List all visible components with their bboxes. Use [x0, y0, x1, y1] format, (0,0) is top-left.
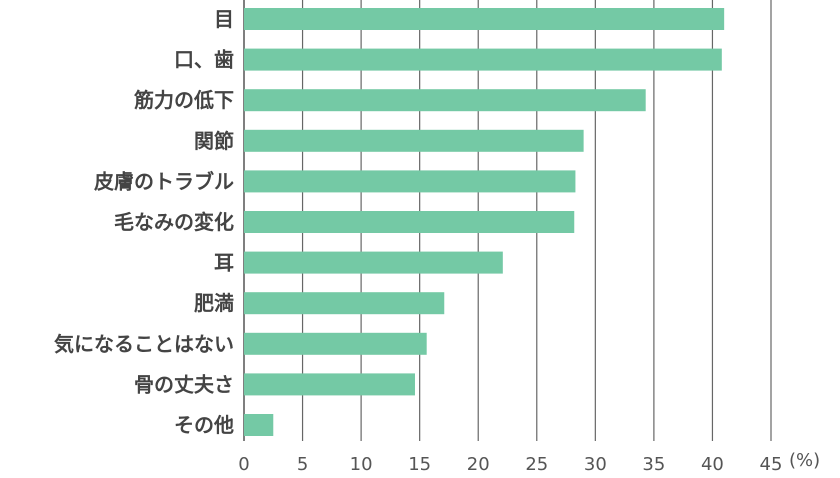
category-label: 皮膚のトラブル	[94, 169, 234, 193]
x-tick-label: 45	[760, 454, 783, 475]
category-label: 関節	[194, 129, 234, 153]
category-label: 毛なみの変化	[114, 210, 234, 234]
bar	[244, 332, 427, 355]
x-unit-label: (%)	[789, 450, 820, 471]
bar	[244, 373, 415, 396]
category-labels: 目口、歯筋力の低下関節皮膚のトラブル毛なみの変化耳肥満気になることはない骨の丈夫…	[54, 7, 234, 437]
bar	[244, 129, 584, 152]
category-label: 耳	[214, 251, 234, 275]
bar	[244, 8, 725, 30]
bar	[244, 170, 576, 193]
category-label: 口、歯	[174, 48, 234, 72]
bars	[244, 8, 725, 436]
bar	[244, 251, 503, 274]
x-tick-label: 40	[701, 454, 724, 475]
x-tick-label: 5	[297, 454, 308, 475]
x-tick-label: 0	[238, 454, 249, 475]
bar	[244, 48, 722, 71]
category-label: 肥満	[194, 291, 234, 315]
x-tick-label: 25	[525, 454, 548, 475]
x-tick-label: 15	[408, 454, 431, 475]
x-tick-labels: 0 5 10 15 20 25 30 35 40 45	[238, 454, 782, 475]
bar	[244, 414, 274, 436]
x-tick-label: 20	[467, 454, 490, 475]
x-tick-label: 10	[350, 454, 373, 475]
x-tick-label: 30	[584, 454, 607, 475]
category-label: その他	[174, 413, 234, 437]
bar	[244, 292, 445, 315]
category-label: 筋力の低下	[134, 88, 234, 112]
category-label: 気になることはない	[54, 332, 234, 356]
category-label: 目	[214, 7, 234, 31]
x-tick-label: 35	[642, 454, 665, 475]
bar	[244, 211, 575, 233]
bar	[244, 89, 646, 112]
category-label: 骨の丈夫さ	[134, 372, 234, 396]
